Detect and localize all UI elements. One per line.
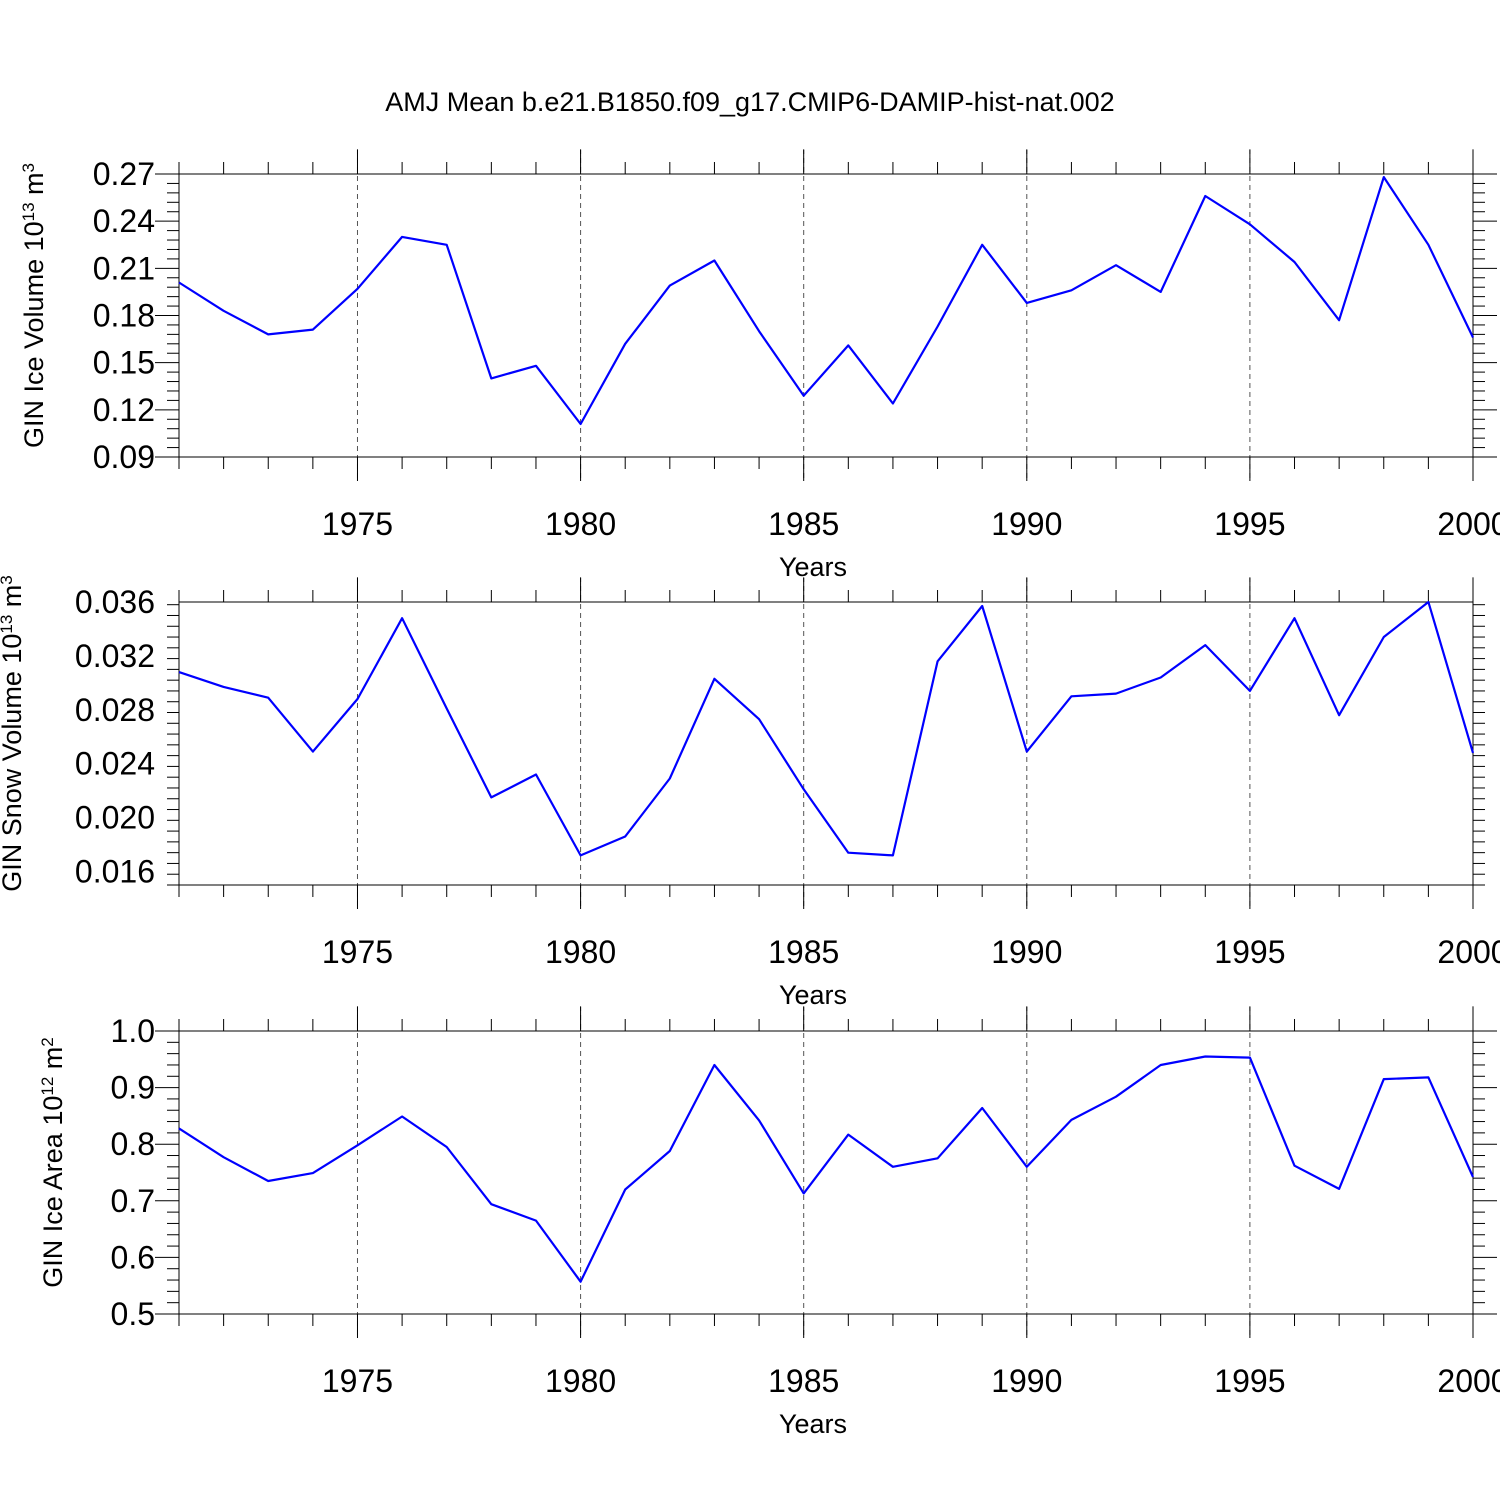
y-tick-label: 0.8	[111, 1126, 155, 1162]
y-tick-label: 0.24	[93, 203, 155, 239]
y-tick-label: 0.7	[111, 1183, 155, 1219]
plot-frame	[178, 601, 1474, 886]
y-tick-label: 0.036	[75, 584, 155, 620]
x-tick-label: 1990	[991, 1363, 1062, 1399]
series-line-1	[178, 1055, 1475, 1283]
y-axis-title: GIN Snow Volume 1013 m3	[0, 575, 27, 892]
x-tick-label: 1990	[991, 934, 1062, 970]
panel-3: 1975 1980 1985 1990 1995 2000 0.5 0.6 0.7 0.8 0.9 1…	[38, 1006, 1500, 1439]
x-tick-label: 1975	[322, 934, 393, 970]
y-tick-label: 0.09	[93, 439, 155, 475]
x-tick-label: 1975	[322, 506, 393, 542]
x-tick-label: 2000	[1437, 934, 1500, 970]
x-axis-title: Years	[779, 552, 847, 582]
y-tick-label: 0.21	[93, 250, 155, 286]
x-tick-label: 1995	[1214, 506, 1285, 542]
x-tick-label: 1975	[322, 1363, 393, 1399]
plot-frame	[178, 173, 1474, 458]
series-line-1	[178, 600, 1475, 857]
x-tick-label: 2000	[1437, 1363, 1500, 1399]
y-tick-label: 0.12	[93, 392, 155, 428]
chart-title: AMJ Mean b.e21.B1850.f09_g17.CMIP6-DAMIP…	[385, 87, 1114, 117]
y-tick-label: 0.6	[111, 1239, 155, 1275]
x-tick-label: 1985	[768, 934, 839, 970]
y-tick-label: 0.020	[75, 800, 155, 836]
y-tick-label: 0.024	[75, 746, 155, 782]
series-line-1	[178, 176, 1474, 426]
y-tick-label: 0.27	[93, 156, 155, 192]
x-tick-label: 1995	[1214, 934, 1285, 970]
y-tick-label: 0.15	[93, 345, 155, 381]
plot-frame	[178, 1030, 1474, 1315]
y-tick-label: 0.028	[75, 692, 155, 728]
x-tick-label: 1980	[545, 506, 616, 542]
x-axis-title: Years	[779, 980, 847, 1010]
panel-1: 1975 1980 1985 1990 1995 2000 0.09 0.12 0.15 0.18…	[19, 149, 1500, 582]
x-tick-label: 1985	[768, 506, 839, 542]
y-tick-label: 0.9	[111, 1070, 155, 1106]
y-tick-label: 0.032	[75, 638, 155, 674]
x-tick-label: 1980	[545, 1363, 616, 1399]
x-axis-title: Years	[779, 1409, 847, 1439]
x-tick-label: 1985	[768, 1363, 839, 1399]
x-tick-label: 1980	[545, 934, 616, 970]
y-tick-label: 0.18	[93, 298, 155, 334]
y-tick-label: 0.5	[111, 1296, 155, 1332]
x-tick-label: 2000	[1437, 506, 1500, 542]
x-tick-label: 1995	[1214, 1363, 1285, 1399]
x-tick-label: 1990	[991, 506, 1062, 542]
y-axis-title: GIN Ice Area 1012 m2	[38, 1037, 69, 1288]
y-axis-title: GIN Ice Volume 1013 m3	[19, 163, 50, 448]
y-tick-label: 0.016	[75, 854, 155, 890]
y-tick-label: 1.0	[111, 1013, 155, 1049]
panel-2: 1975 1980 1985 1990 1995 2000 0.016 0.020 0.024 0…	[0, 575, 1500, 1010]
